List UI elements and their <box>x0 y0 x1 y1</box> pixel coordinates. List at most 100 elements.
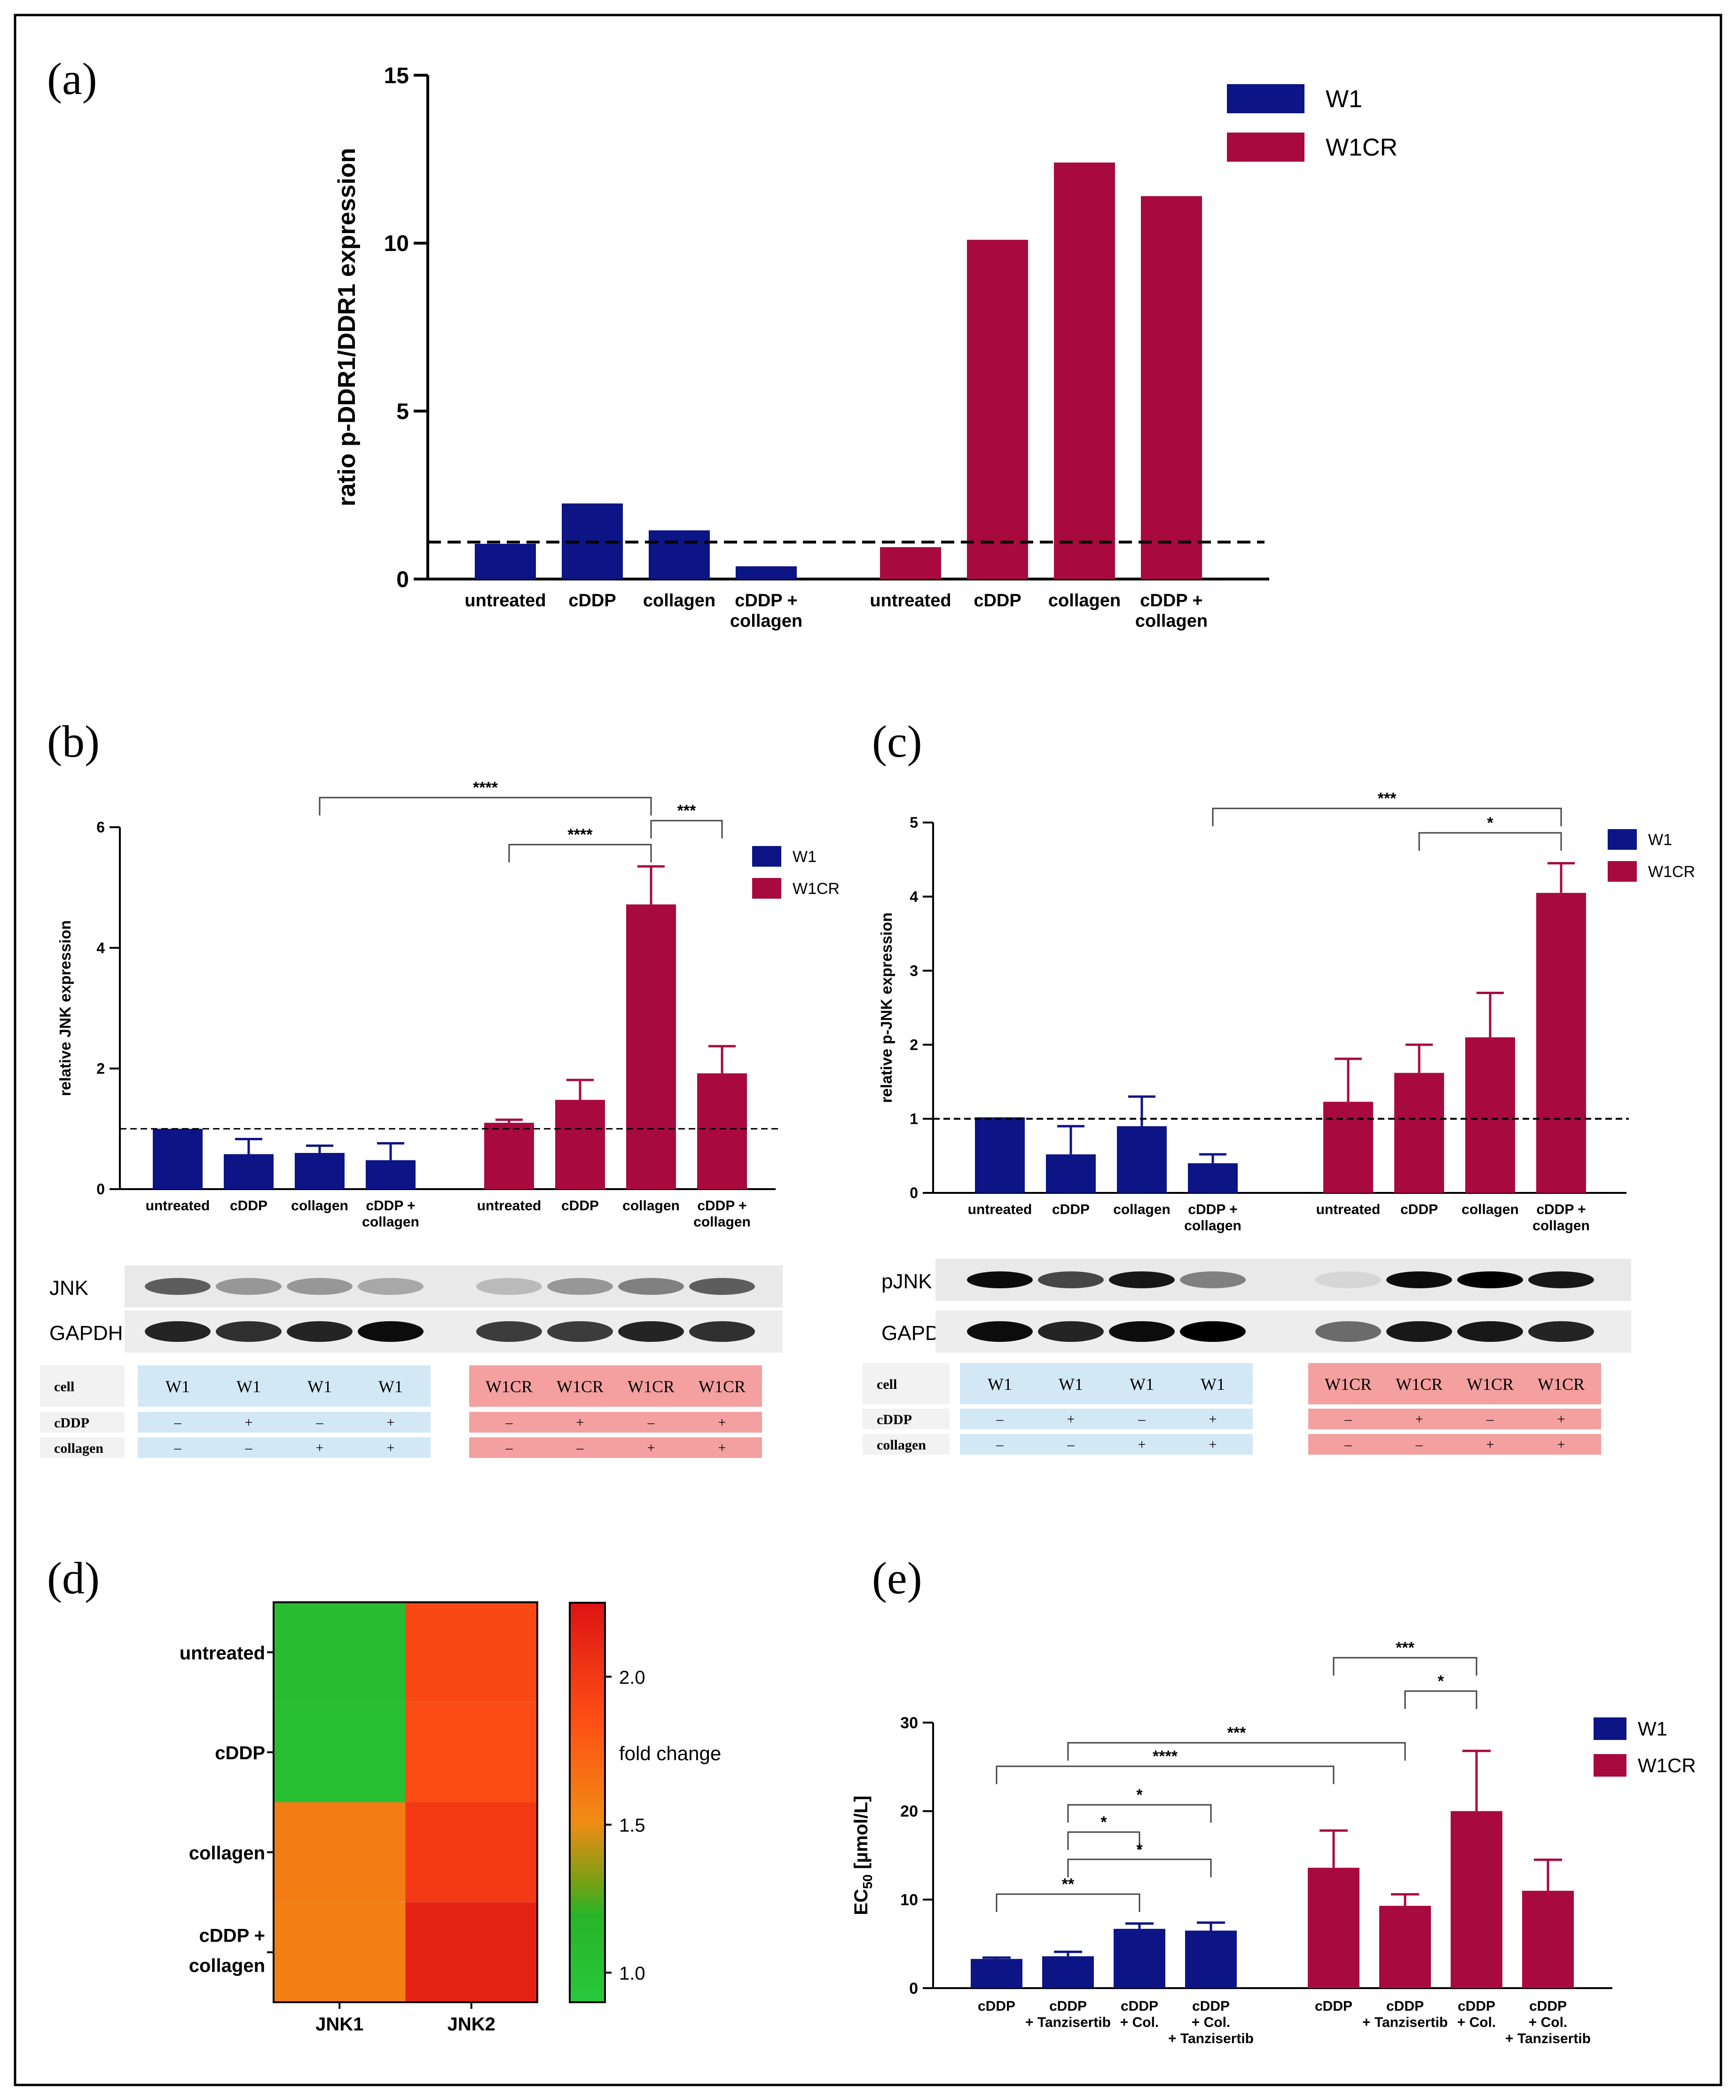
legend-label-w1cr: W1CR <box>1638 1755 1696 1777</box>
x-category-label: + Col. <box>1192 2015 1231 2030</box>
x-category-label: collagen <box>1048 591 1121 611</box>
table-cell-value: W1 <box>307 1377 332 1396</box>
table-cell-value: – <box>1344 1437 1352 1452</box>
table-cell-value: W1 <box>236 1377 261 1396</box>
table-cell <box>1379 1434 1459 1455</box>
legend-label-w1: W1 <box>1638 1718 1667 1740</box>
bar-w1cr-1 <box>967 240 1028 580</box>
significance-label: *** <box>1396 1639 1414 1657</box>
bar-w1cr-3 <box>1536 893 1586 1193</box>
table-cell-value: + <box>647 1440 655 1456</box>
blot-band <box>967 1271 1033 1288</box>
significance-label: **** <box>568 826 593 844</box>
blot-band <box>287 1278 353 1295</box>
legend-swatch-w1cr <box>752 878 781 899</box>
table-cell-value: W1CR <box>486 1377 533 1396</box>
table-cell-value: + <box>387 1440 395 1456</box>
table-cell <box>1450 1409 1530 1429</box>
table-cell <box>280 1412 360 1433</box>
significance-bracket <box>319 797 652 815</box>
table-cell-value: + <box>1557 1437 1565 1452</box>
table-cell-value: + <box>718 1415 726 1430</box>
heatmap-cell <box>405 1902 537 2002</box>
table-cell <box>1308 1434 1388 1455</box>
table-cell-value: – <box>505 1415 513 1430</box>
heatmap-row-label: untreated <box>180 1643 265 1663</box>
bar-w1cr-2 <box>626 904 676 1189</box>
table-cell <box>1308 1363 1388 1404</box>
significance-label: **** <box>1153 1747 1178 1765</box>
significance-bracket <box>996 1893 1140 1912</box>
table-cell <box>138 1437 218 1458</box>
table-cell <box>1102 1409 1182 1429</box>
x-category-label: cDDP <box>1386 1998 1424 2014</box>
bar-w1-3 <box>366 1160 416 1189</box>
panel-d-heatmap: untreated cDDP collagen cDDP + collagen JNK1 J… <box>180 1601 721 2035</box>
x-category-label: cDDP <box>1192 1998 1230 2014</box>
heatmap-cell <box>274 1802 406 1903</box>
blot-band <box>1528 1321 1594 1342</box>
y-axis-label: EC50 [µmol/L] <box>851 1795 875 1915</box>
x-category-label: collagen <box>643 591 715 611</box>
bar-w1-0 <box>971 1959 1022 1988</box>
bar-w1cr-0 <box>1323 1102 1373 1193</box>
blot-band <box>967 1321 1033 1342</box>
legend-label-w1cr: W1CR <box>793 880 840 898</box>
table-cell-value: + <box>387 1415 395 1430</box>
blot-band <box>1038 1321 1104 1342</box>
blot-band <box>1180 1321 1246 1342</box>
blot-band <box>358 1321 424 1342</box>
table-cell-value: – <box>996 1411 1004 1427</box>
blot-band <box>145 1278 211 1295</box>
table-cell-value: + <box>1209 1437 1217 1452</box>
blot-band <box>476 1278 542 1295</box>
table-cell <box>1031 1434 1111 1455</box>
legend-label-w1cr: W1CR <box>1648 863 1695 881</box>
x-category-label: untreated <box>146 1198 210 1214</box>
significance-bracket <box>1067 1804 1212 1823</box>
y-tick-label: 0 <box>910 1184 918 1201</box>
y-tick-label: 15 <box>384 63 409 88</box>
significance-bracket <box>1333 1657 1477 1676</box>
significance-label: * <box>1136 1841 1143 1858</box>
table-cell <box>351 1437 431 1458</box>
legend-label-w1: W1 <box>1326 86 1362 113</box>
blot-band <box>1315 1271 1381 1288</box>
blot-band <box>1180 1271 1246 1288</box>
bar-w1cr-3 <box>697 1073 747 1189</box>
table-header-cell <box>40 1412 125 1433</box>
colorbar-tick-label: 2.0 <box>619 1667 645 1688</box>
table-header-cell <box>863 1434 950 1455</box>
blot-band <box>1109 1271 1175 1288</box>
table-cell-value: – <box>1138 1411 1146 1427</box>
table-cell-value: – <box>647 1415 655 1430</box>
x-category-label: cDDP <box>230 1198 267 1214</box>
table-cell-value: W1CR <box>1467 1375 1514 1394</box>
table-cell <box>1173 1363 1253 1404</box>
y-tick-label: 4 <box>96 940 105 956</box>
blot-label-gapdh: GAPDH <box>49 1322 123 1345</box>
x-category-label: + Tanzisertib <box>1025 2015 1111 2030</box>
table-cell-value: – <box>316 1415 324 1430</box>
table-cell <box>1102 1363 1182 1404</box>
table-cell-value: + <box>1138 1437 1146 1452</box>
x-category-label: collagen <box>1532 1218 1590 1234</box>
table-row-label: cDDP <box>54 1415 89 1431</box>
significance-bracket <box>1212 807 1562 826</box>
x-category-label: + Tanzisertib <box>1362 2015 1448 2030</box>
table-cell <box>1173 1434 1253 1455</box>
legend-swatch-w1cr <box>1594 1754 1626 1777</box>
y-tick-label: 30 <box>900 1714 918 1732</box>
table-cell <box>960 1363 1040 1404</box>
table-cell <box>540 1437 620 1458</box>
bar-w1cr-2 <box>1465 1037 1515 1193</box>
bar-w1cr-1 <box>1394 1073 1444 1193</box>
table-cell-value: W1CR <box>628 1377 675 1396</box>
blot-band <box>618 1321 684 1342</box>
legend-label-w1: W1 <box>1648 831 1672 849</box>
blot-label-pjnk: pJNK <box>881 1270 932 1293</box>
bar-w1-1 <box>224 1154 274 1189</box>
bar-w1cr-1 <box>1379 1905 1431 1988</box>
table-cell-value: W1CR <box>557 1377 604 1396</box>
